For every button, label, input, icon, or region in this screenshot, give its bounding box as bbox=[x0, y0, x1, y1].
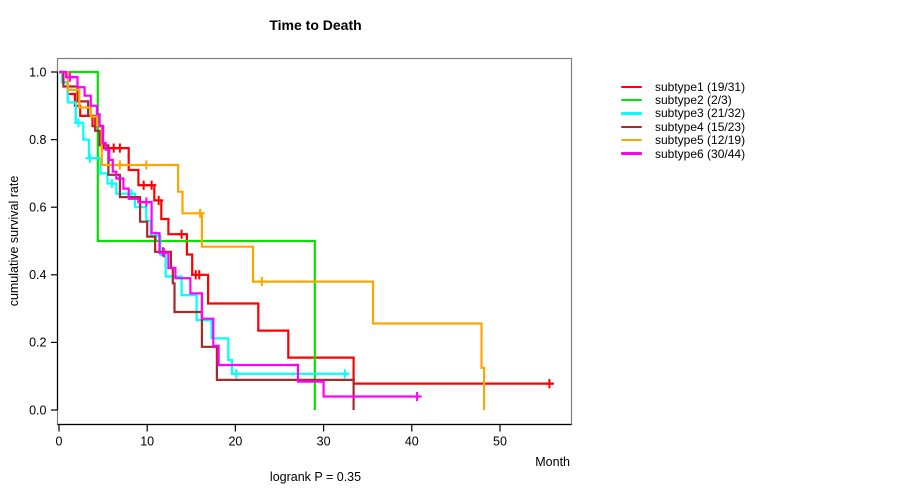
y-tick-label: 0.6 bbox=[29, 201, 46, 215]
km-curve-subtype3 bbox=[59, 70, 349, 375]
y-tick-label: 0.2 bbox=[29, 336, 46, 350]
km-curve-subtype2 bbox=[59, 70, 316, 410]
legend-line-swatch bbox=[621, 125, 642, 129]
legend-line-swatch bbox=[621, 85, 642, 88]
legend-item: subtype1 (19/31) bbox=[621, 79, 746, 94]
km-curve-subtype5 bbox=[59, 70, 486, 410]
x-tick-label: 10 bbox=[140, 435, 154, 449]
km-curve-subtype4 bbox=[59, 70, 355, 410]
legend-label: subtype3 (21/32) bbox=[655, 106, 746, 121]
km-curve-subtype1 bbox=[59, 70, 553, 385]
legend-label: subtype4 (15/23) bbox=[655, 119, 746, 134]
x-tick-label: 50 bbox=[493, 435, 507, 449]
plot-title: Time to Death bbox=[269, 17, 362, 33]
legend-line-swatch bbox=[621, 112, 642, 115]
legend-line-swatch bbox=[621, 139, 642, 142]
y-axis-label: cumulative survival rate bbox=[7, 175, 21, 307]
legend-line-swatch bbox=[621, 98, 642, 102]
legend-item: subtype3 (21/32) bbox=[621, 106, 746, 121]
x-tick-label: 0 bbox=[56, 435, 63, 449]
x-tick-label: 30 bbox=[317, 435, 331, 449]
logrank-annotation: logrank P = 0.35 bbox=[269, 470, 362, 484]
y-tick-label: 0.0 bbox=[29, 403, 46, 417]
legend-item: subtype4 (15/23) bbox=[621, 119, 746, 134]
x-tick-label: 20 bbox=[228, 435, 242, 449]
legend-item: subtype6 (30/44) bbox=[621, 146, 746, 161]
legend-item: subtype5 (12/19) bbox=[621, 133, 746, 148]
x-tick-label: 40 bbox=[405, 435, 419, 449]
x-axis-label: Month bbox=[535, 455, 570, 469]
legend-label: subtype5 (12/19) bbox=[655, 133, 746, 148]
y-tick-label: 0.4 bbox=[29, 268, 46, 282]
y-tick-label: 1.0 bbox=[29, 65, 46, 79]
y-tick-label: 0.8 bbox=[29, 133, 46, 147]
legend-item: subtype2 (2/3) bbox=[621, 93, 745, 108]
legend-label: subtype2 (2/3) bbox=[655, 93, 732, 108]
legend-label: subtype6 (30/44) bbox=[655, 146, 746, 161]
km-curve-subtype6 bbox=[59, 70, 421, 398]
legend-label: subtype1 (19/31) bbox=[655, 79, 746, 94]
legend-line-swatch bbox=[621, 152, 642, 155]
legend: subtype1 (19/31) subtype2 (2/3) subtype3… bbox=[621, 79, 746, 161]
